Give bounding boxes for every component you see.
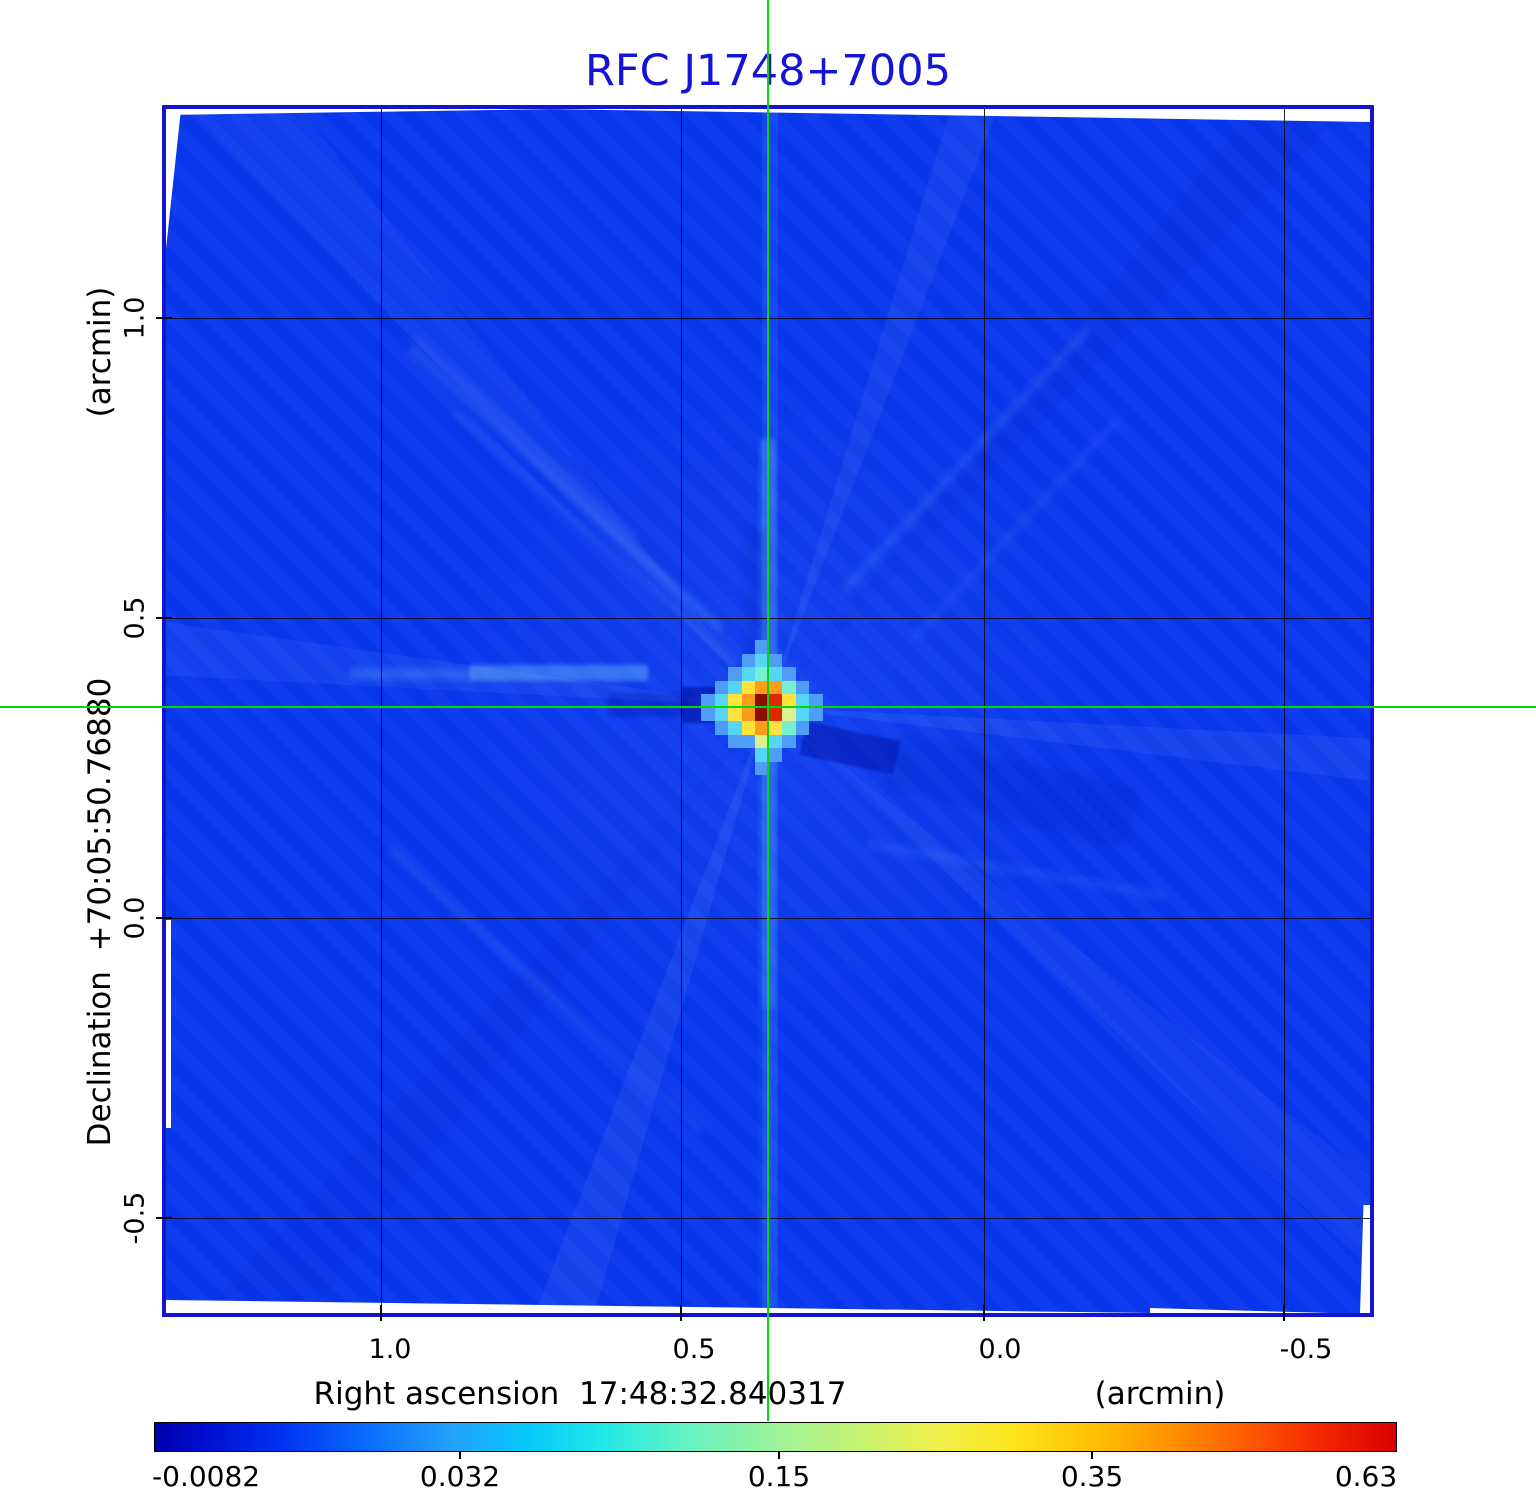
source-pixel <box>728 734 742 748</box>
colorbar-tick-label: 0.35 <box>1060 1460 1124 1493</box>
source-pixel <box>755 694 769 708</box>
source-pixel <box>701 694 715 708</box>
source-pixel <box>741 653 755 667</box>
y-axis-title: Declination +70:05:50.76880 <box>82 677 118 1147</box>
x-axis-tick-label: 1.0 <box>368 1334 412 1365</box>
source-pixel <box>782 694 796 708</box>
source-pixel <box>755 707 769 721</box>
grid-line-vertical <box>1284 109 1285 1313</box>
grid-line-vertical <box>381 109 382 1313</box>
source-pixel <box>728 694 742 708</box>
raster-edge-gap <box>166 920 171 1128</box>
colorbar-tick-mark <box>1091 1452 1093 1459</box>
source-pixel <box>782 707 796 721</box>
source-pixel <box>782 734 796 748</box>
y-axis-tick-label: 0.5 <box>119 596 151 640</box>
negative-sidelobe <box>608 693 686 717</box>
raster-edge-gap <box>166 109 556 115</box>
horizontal-streak-left-faint <box>350 668 474 680</box>
source-pixel <box>768 748 782 762</box>
source-pixel <box>795 694 809 708</box>
x-axis-unit-label: (arcmin) <box>1094 1376 1226 1412</box>
source-pixel <box>795 721 809 735</box>
source-pixel <box>768 653 782 667</box>
source-pixel <box>755 680 769 694</box>
x-axis-tick-label: -0.5 <box>1279 1334 1333 1365</box>
colorbar-tick-label: -0.0082 <box>152 1460 261 1493</box>
grid-line-vertical <box>984 109 985 1313</box>
y-axis-tick-mark <box>156 617 172 619</box>
source-pixel <box>741 667 755 681</box>
source-pixel <box>782 721 796 735</box>
y-axis-unit-label: (arcmin) <box>82 286 118 418</box>
source-pixel <box>755 761 769 775</box>
colorbar-tick-label: 0.15 <box>747 1460 811 1493</box>
source-pixel <box>701 707 715 721</box>
source-pixel <box>728 721 742 735</box>
source-pixel <box>768 734 782 748</box>
x-axis-tick-label: 0.5 <box>672 1334 716 1365</box>
source-pixel <box>714 707 728 721</box>
x-axis-tick-mark <box>680 1305 682 1321</box>
x-axis-tick-mark <box>380 1305 382 1321</box>
source-pixel <box>728 667 742 681</box>
y-axis-tick-label: -0.5 <box>119 1191 151 1245</box>
source-pixel <box>714 680 728 694</box>
source-pixel <box>768 680 782 694</box>
source-pixel <box>782 667 796 681</box>
source-pixel <box>809 694 823 708</box>
source-pixel <box>795 680 809 694</box>
y-axis-tick-mark <box>156 1217 172 1219</box>
horizontal-streak-left <box>470 665 648 681</box>
source-pixel <box>755 667 769 681</box>
source-pixel <box>768 721 782 735</box>
source-pixel <box>755 653 769 667</box>
source-pixel <box>741 680 755 694</box>
source-pixel <box>755 748 769 762</box>
x-axis-tick-label: 0.0 <box>978 1334 1022 1365</box>
source-pixel <box>728 707 742 721</box>
x-axis-tick-mark <box>983 1305 985 1321</box>
source-pixel <box>714 694 728 708</box>
source-pixel <box>768 667 782 681</box>
y-axis-tick-label: 0.0 <box>119 896 151 940</box>
source-pixel <box>714 721 728 735</box>
colorbar-tick-label: 0.63 <box>1334 1460 1398 1493</box>
source-pixel <box>755 734 769 748</box>
source-pixel <box>782 680 796 694</box>
colorbar <box>154 1422 1397 1452</box>
colorbar-tick-mark <box>778 1452 780 1459</box>
source-pixel <box>795 707 809 721</box>
source-pixel <box>728 680 742 694</box>
raster-edge-gap <box>1150 1308 1330 1313</box>
raster-edge-gap <box>1360 1205 1370 1313</box>
grid-line-vertical <box>681 109 682 1313</box>
y-axis-tick-mark <box>156 317 172 319</box>
source-pixel <box>741 694 755 708</box>
source-pixel <box>809 707 823 721</box>
y-axis-tick-mark <box>156 917 172 919</box>
source-pixel <box>741 707 755 721</box>
x-axis-tick-mark <box>1283 1305 1285 1321</box>
source-pixel <box>755 640 769 654</box>
source-pixel <box>768 694 782 708</box>
crosshair-vertical-line <box>767 0 769 1421</box>
y-axis-tick-label: 1.0 <box>119 296 151 340</box>
source-pixel <box>768 707 782 721</box>
source-pixel <box>755 721 769 735</box>
crosshair-horizontal-line <box>0 706 1536 708</box>
source-pixel <box>741 734 755 748</box>
colorbar-tick-mark <box>459 1452 461 1459</box>
colorbar-tick-label: 0.032 <box>419 1460 501 1493</box>
x-axis-title: Right ascension 17:48:32.840317 <box>313 1376 847 1412</box>
source-pixel <box>741 721 755 735</box>
